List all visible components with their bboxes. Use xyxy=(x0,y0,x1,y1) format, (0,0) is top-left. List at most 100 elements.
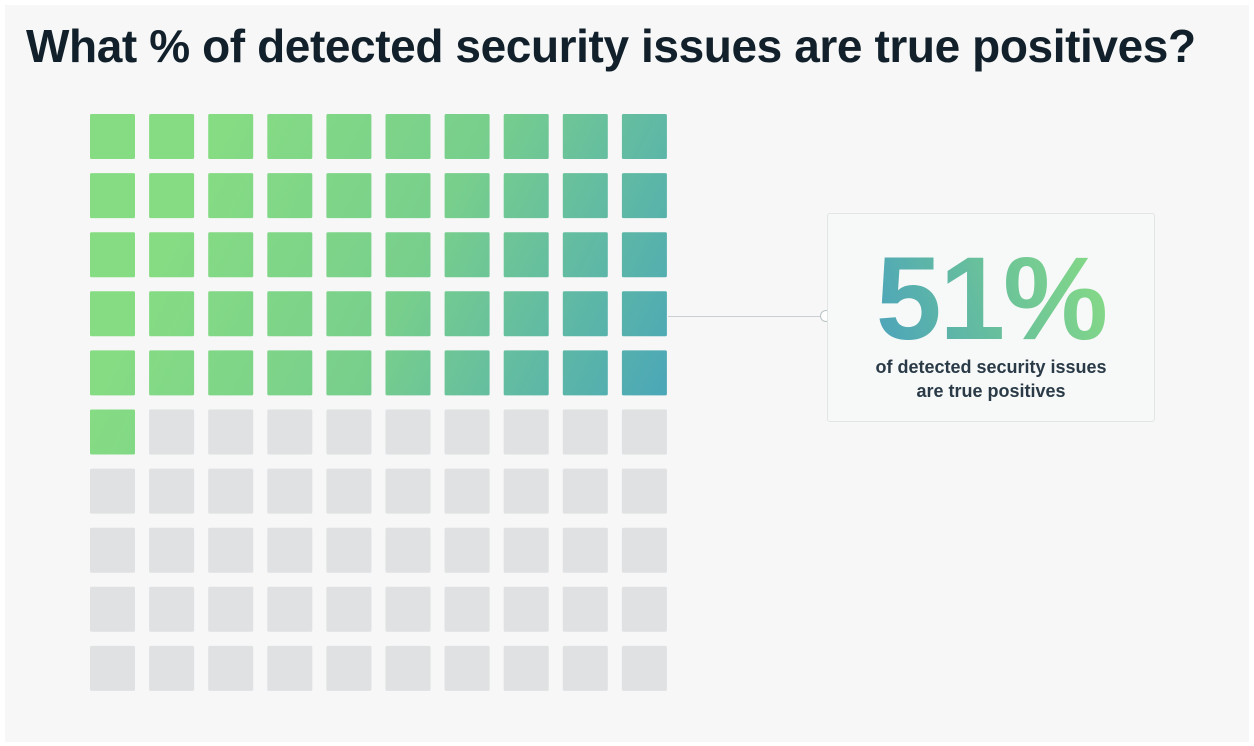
waffle-cell-empty xyxy=(444,468,490,514)
waffle-cell-filled xyxy=(444,291,490,337)
waffle-cell-filled xyxy=(208,232,254,278)
waffle-cell-empty xyxy=(562,586,608,632)
waffle-cell-empty xyxy=(385,645,431,691)
waffle-cell-empty xyxy=(621,409,667,455)
waffle-cell-filled xyxy=(385,291,431,337)
waffle-cell-filled xyxy=(503,350,549,396)
waffle-cell-filled xyxy=(562,291,608,337)
waffle-cell-empty xyxy=(149,409,195,455)
waffle-cell-filled xyxy=(562,232,608,278)
waffle-cell-empty xyxy=(385,409,431,455)
waffle-cell-filled xyxy=(267,114,313,159)
waffle-cell-filled xyxy=(562,114,608,159)
waffle-cell-filled xyxy=(503,232,549,278)
waffle-cell-empty xyxy=(149,468,195,514)
waffle-cell-filled xyxy=(326,232,372,278)
waffle-cell-filled xyxy=(90,350,135,396)
waffle-cell-filled xyxy=(149,173,195,219)
waffle-cell-empty xyxy=(90,586,135,632)
waffle-cell-filled xyxy=(326,291,372,337)
waffle-cell-filled xyxy=(326,114,372,159)
waffle-cell-filled xyxy=(267,350,313,396)
waffle-cell-filled xyxy=(267,232,313,278)
waffle-cell-filled xyxy=(208,173,254,219)
waffle-cell-filled xyxy=(621,114,667,159)
stat-callout: 51% of detected security issues are true… xyxy=(827,213,1155,422)
waffle-cell-filled xyxy=(149,114,195,159)
waffle-cell-empty xyxy=(621,645,667,691)
waffle-cell-empty xyxy=(621,527,667,573)
waffle-cell-filled xyxy=(621,232,667,278)
big-percentage: 51% xyxy=(876,233,1108,362)
waffle-cells xyxy=(90,114,667,691)
caption-line-2: are true positives xyxy=(916,381,1066,401)
waffle-cell-empty xyxy=(326,645,372,691)
waffle-cell-filled xyxy=(444,173,490,219)
waffle-cell-filled xyxy=(90,409,135,455)
waffle-cell-empty xyxy=(621,468,667,514)
waffle-cell-empty xyxy=(562,527,608,573)
waffle-cell-filled xyxy=(149,291,195,337)
waffle-cell-filled xyxy=(444,350,490,396)
waffle-cell-filled xyxy=(621,350,667,396)
waffle-cell-empty xyxy=(208,409,254,455)
waffle-cell-filled xyxy=(503,291,549,337)
waffle-cell-empty xyxy=(267,409,313,455)
percentage-value: 51% xyxy=(876,233,1106,362)
waffle-cell-empty xyxy=(562,409,608,455)
waffle-cell-empty xyxy=(385,468,431,514)
waffle-cell-empty xyxy=(444,409,490,455)
waffle-cell-empty xyxy=(208,527,254,573)
waffle-cell-filled xyxy=(621,291,667,337)
chart-title: What % of detected security issues are t… xyxy=(26,20,1196,72)
waffle-cell-filled xyxy=(149,350,195,396)
waffle-cell-empty xyxy=(562,645,608,691)
waffle-cell-empty xyxy=(326,527,372,573)
waffle-cell-empty xyxy=(503,468,549,514)
waffle-cell-filled xyxy=(385,350,431,396)
waffle-cell-filled xyxy=(208,291,254,337)
waffle-cell-empty xyxy=(444,645,490,691)
waffle-cell-filled xyxy=(326,350,372,396)
waffle-cell-empty xyxy=(267,645,313,691)
waffle-cell-empty xyxy=(149,527,195,573)
caption-line-1: of detected security issues xyxy=(875,357,1107,377)
waffle-cell-filled xyxy=(90,232,135,278)
waffle-cell-filled xyxy=(90,291,135,337)
waffle-cell-filled xyxy=(208,114,254,159)
waffle-cell-empty xyxy=(267,586,313,632)
waffle-cell-filled xyxy=(385,114,431,159)
waffle-chart xyxy=(90,114,667,691)
waffle-cell-empty xyxy=(90,645,135,691)
waffle-cell-filled xyxy=(621,173,667,219)
waffle-cell-empty xyxy=(326,468,372,514)
waffle-cell-empty xyxy=(444,527,490,573)
waffle-cell-empty xyxy=(267,468,313,514)
waffle-cell-empty xyxy=(208,645,254,691)
waffle-cell-empty xyxy=(562,468,608,514)
waffle-cell-empty xyxy=(621,586,667,632)
waffle-cell-empty xyxy=(149,586,195,632)
waffle-cell-filled xyxy=(562,350,608,396)
waffle-cell-filled xyxy=(149,232,195,278)
waffle-cell-empty xyxy=(503,527,549,573)
waffle-cell-filled xyxy=(444,232,490,278)
waffle-cell-filled xyxy=(267,291,313,337)
waffle-cell-empty xyxy=(90,468,135,514)
waffle-cell-empty xyxy=(385,586,431,632)
waffle-cell-filled xyxy=(503,173,549,219)
waffle-cell-empty xyxy=(385,527,431,573)
waffle-cell-filled xyxy=(562,173,608,219)
waffle-cell-filled xyxy=(208,350,254,396)
waffle-cell-filled xyxy=(267,173,313,219)
connector-line xyxy=(668,316,821,317)
waffle-cell-empty xyxy=(208,586,254,632)
waffle-cell-empty xyxy=(503,409,549,455)
waffle-cell-filled xyxy=(444,114,490,159)
waffle-cell-filled xyxy=(385,173,431,219)
waffle-cell-empty xyxy=(90,527,135,573)
waffle-cell-filled xyxy=(90,114,135,159)
waffle-cell-empty xyxy=(149,645,195,691)
waffle-cell-filled xyxy=(503,114,549,159)
stat-caption: of detected security issues are true pos… xyxy=(828,355,1154,403)
